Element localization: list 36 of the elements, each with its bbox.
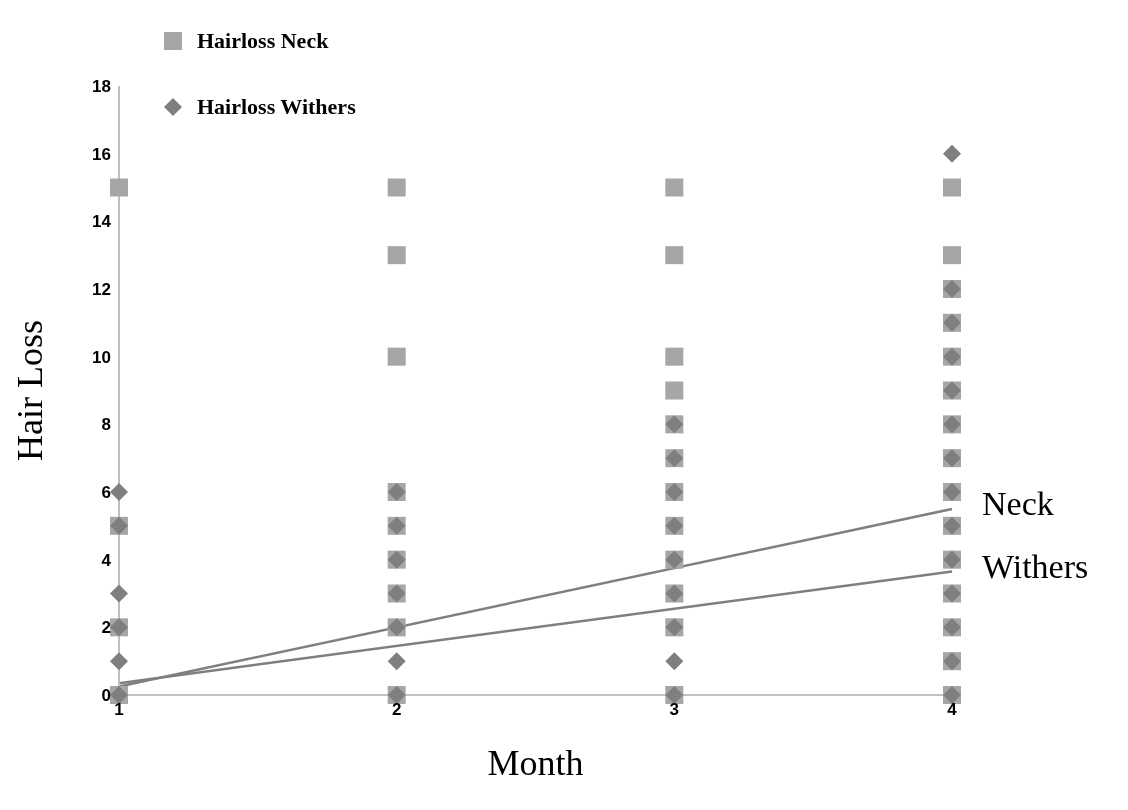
point <box>665 178 684 197</box>
point <box>665 347 684 366</box>
x-tick-label: 4 <box>947 700 958 720</box>
point <box>943 246 961 265</box>
y-tick-label: 12 <box>92 280 111 300</box>
point <box>665 652 684 671</box>
point <box>110 584 128 603</box>
legend-label: Hairloss Withers <box>197 94 356 120</box>
point <box>665 381 684 400</box>
series-label: Withers <box>982 547 1089 585</box>
legend-label: Hairloss Neck <box>197 28 329 54</box>
x-tick-label: 1 <box>114 700 124 720</box>
y-tick-label: 6 <box>101 483 111 503</box>
y-tick-label: 10 <box>92 347 111 367</box>
y-tick-label: 8 <box>101 415 111 435</box>
x-tick-label: 3 <box>669 700 680 720</box>
point <box>943 178 961 197</box>
point <box>110 178 128 197</box>
point <box>665 246 684 265</box>
point <box>387 246 406 265</box>
series-label: Neck <box>982 484 1054 522</box>
y-tick-label: 4 <box>101 550 112 570</box>
point <box>387 178 406 197</box>
point <box>387 652 406 671</box>
point <box>943 144 961 163</box>
point <box>110 483 128 501</box>
point <box>387 347 406 366</box>
point <box>110 652 128 671</box>
y-tick-label: 0 <box>101 686 111 706</box>
y-tick-label: 18 <box>92 77 111 97</box>
x-tick-label: 2 <box>391 700 402 720</box>
x-axis-title: Month <box>487 743 584 783</box>
y-tick-label: 16 <box>92 144 111 164</box>
y-tick-label: 2 <box>101 618 111 638</box>
y-tick-label: 14 <box>92 212 112 232</box>
y-axis-title: Hair Loss <box>9 320 50 461</box>
